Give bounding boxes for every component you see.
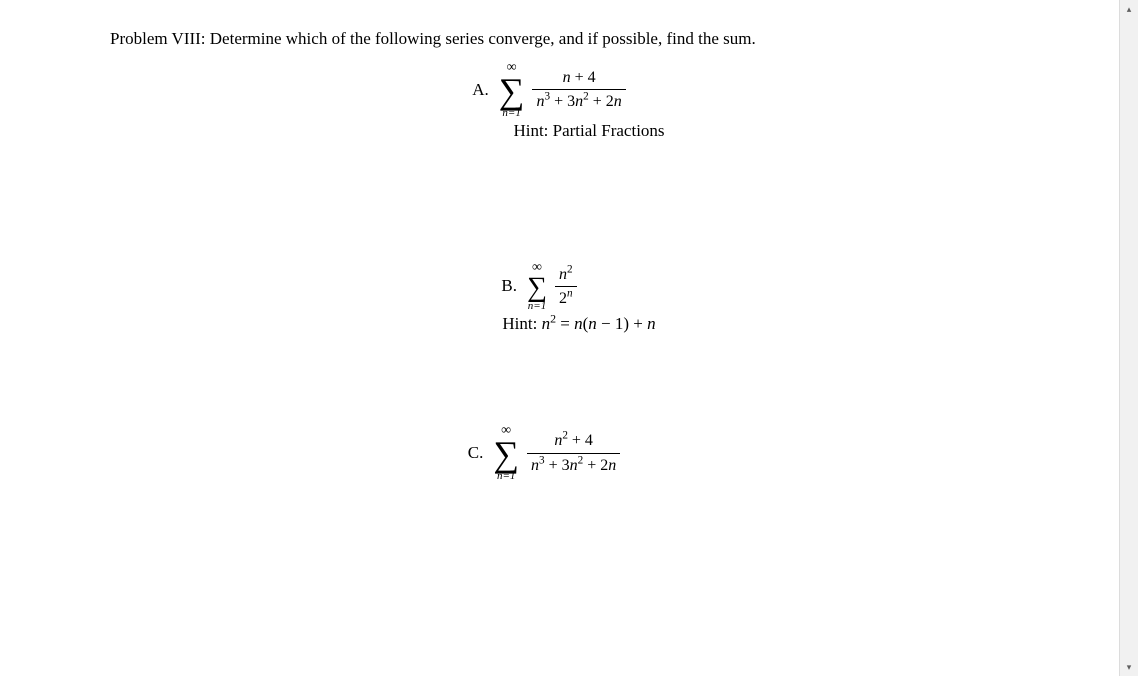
spacer-2 <box>110 334 1028 414</box>
sigma-a-top: ∞ <box>507 61 517 75</box>
problem-a-block: A. ∞ ∑ n=1 n + 4 n3 + 3n2 + 2n <box>110 61 1028 119</box>
problem-a-label: A. <box>472 80 489 100</box>
fraction-c-numerator: n2 + 4 <box>550 431 597 450</box>
sigma-a-symbol: ∑ <box>499 77 525 106</box>
fraction-b: n2 2n <box>555 265 577 308</box>
hint-b-block: Hint: n2 = n(n − 1) + n <box>110 312 1028 334</box>
fraction-a-numerator: n + 4 <box>559 68 600 87</box>
sigma-c-top: ∞ <box>501 424 511 438</box>
fraction-b-denominator: 2n <box>555 289 577 308</box>
fraction-a: n + 4 n3 + 3n2 + 2n <box>532 68 625 111</box>
problem-prompt: Problem VIII: Determine which of the fol… <box>110 28 970 51</box>
sigma-b-top: ∞ <box>532 261 542 275</box>
fraction-b-line <box>555 286 577 287</box>
sigma-a: ∞ ∑ n=1 <box>499 61 525 119</box>
problem-c-label: C. <box>468 443 484 463</box>
vertical-scrollbar[interactable]: ▴ ▾ <box>1119 0 1138 676</box>
sigma-b: ∞ ∑ n=1 <box>527 261 547 312</box>
sigma-b-bottom: n=1 <box>528 301 546 312</box>
fraction-a-denominator: n3 + 3n2 + 2n <box>532 92 625 111</box>
sigma-a-bottom: n=1 <box>502 108 520 119</box>
scroll-down-arrow-icon[interactable]: ▾ <box>1120 658 1138 676</box>
document-page: Problem VIII: Determine which of the fol… <box>0 0 1138 676</box>
hint-b: Hint: n2 = n(n − 1) + n <box>502 314 655 334</box>
problem-b-section: B. ∞ ∑ n=1 n2 2n Hint: n2 = n(n − 1) + n <box>110 261 1028 334</box>
problem-b-block: B. ∞ ∑ n=1 n2 2n <box>110 261 1028 312</box>
hint-a: Hint: Partial Fractions <box>513 121 664 141</box>
scrollbar-track[interactable] <box>1122 18 1136 658</box>
problem-b-label: B. <box>501 276 517 296</box>
scroll-up-arrow-icon[interactable]: ▴ <box>1120 0 1138 18</box>
sigma-c: ∞ ∑ n=1 <box>493 424 519 482</box>
fraction-c: n2 + 4 n3 + 3n2 + 2n <box>527 431 620 474</box>
problem-a-section: A. ∞ ∑ n=1 n + 4 n3 + 3n2 + 2n Hint: Par… <box>110 61 1028 141</box>
hint-a-block: Hint: Partial Fractions <box>110 119 1028 141</box>
fraction-c-denominator: n3 + 3n2 + 2n <box>527 456 620 475</box>
problem-c-block: C. ∞ ∑ n=1 n2 + 4 n3 + 3n2 + 2n <box>110 424 1028 482</box>
spacer-1 <box>110 141 1028 251</box>
fraction-b-numerator: n2 <box>555 265 577 284</box>
sigma-c-bottom: n=1 <box>497 471 515 482</box>
sigma-c-symbol: ∑ <box>493 440 519 469</box>
sigma-b-symbol: ∑ <box>527 277 547 299</box>
problem-c-section: C. ∞ ∑ n=1 n2 + 4 n3 + 3n2 + 2n <box>110 424 1028 482</box>
